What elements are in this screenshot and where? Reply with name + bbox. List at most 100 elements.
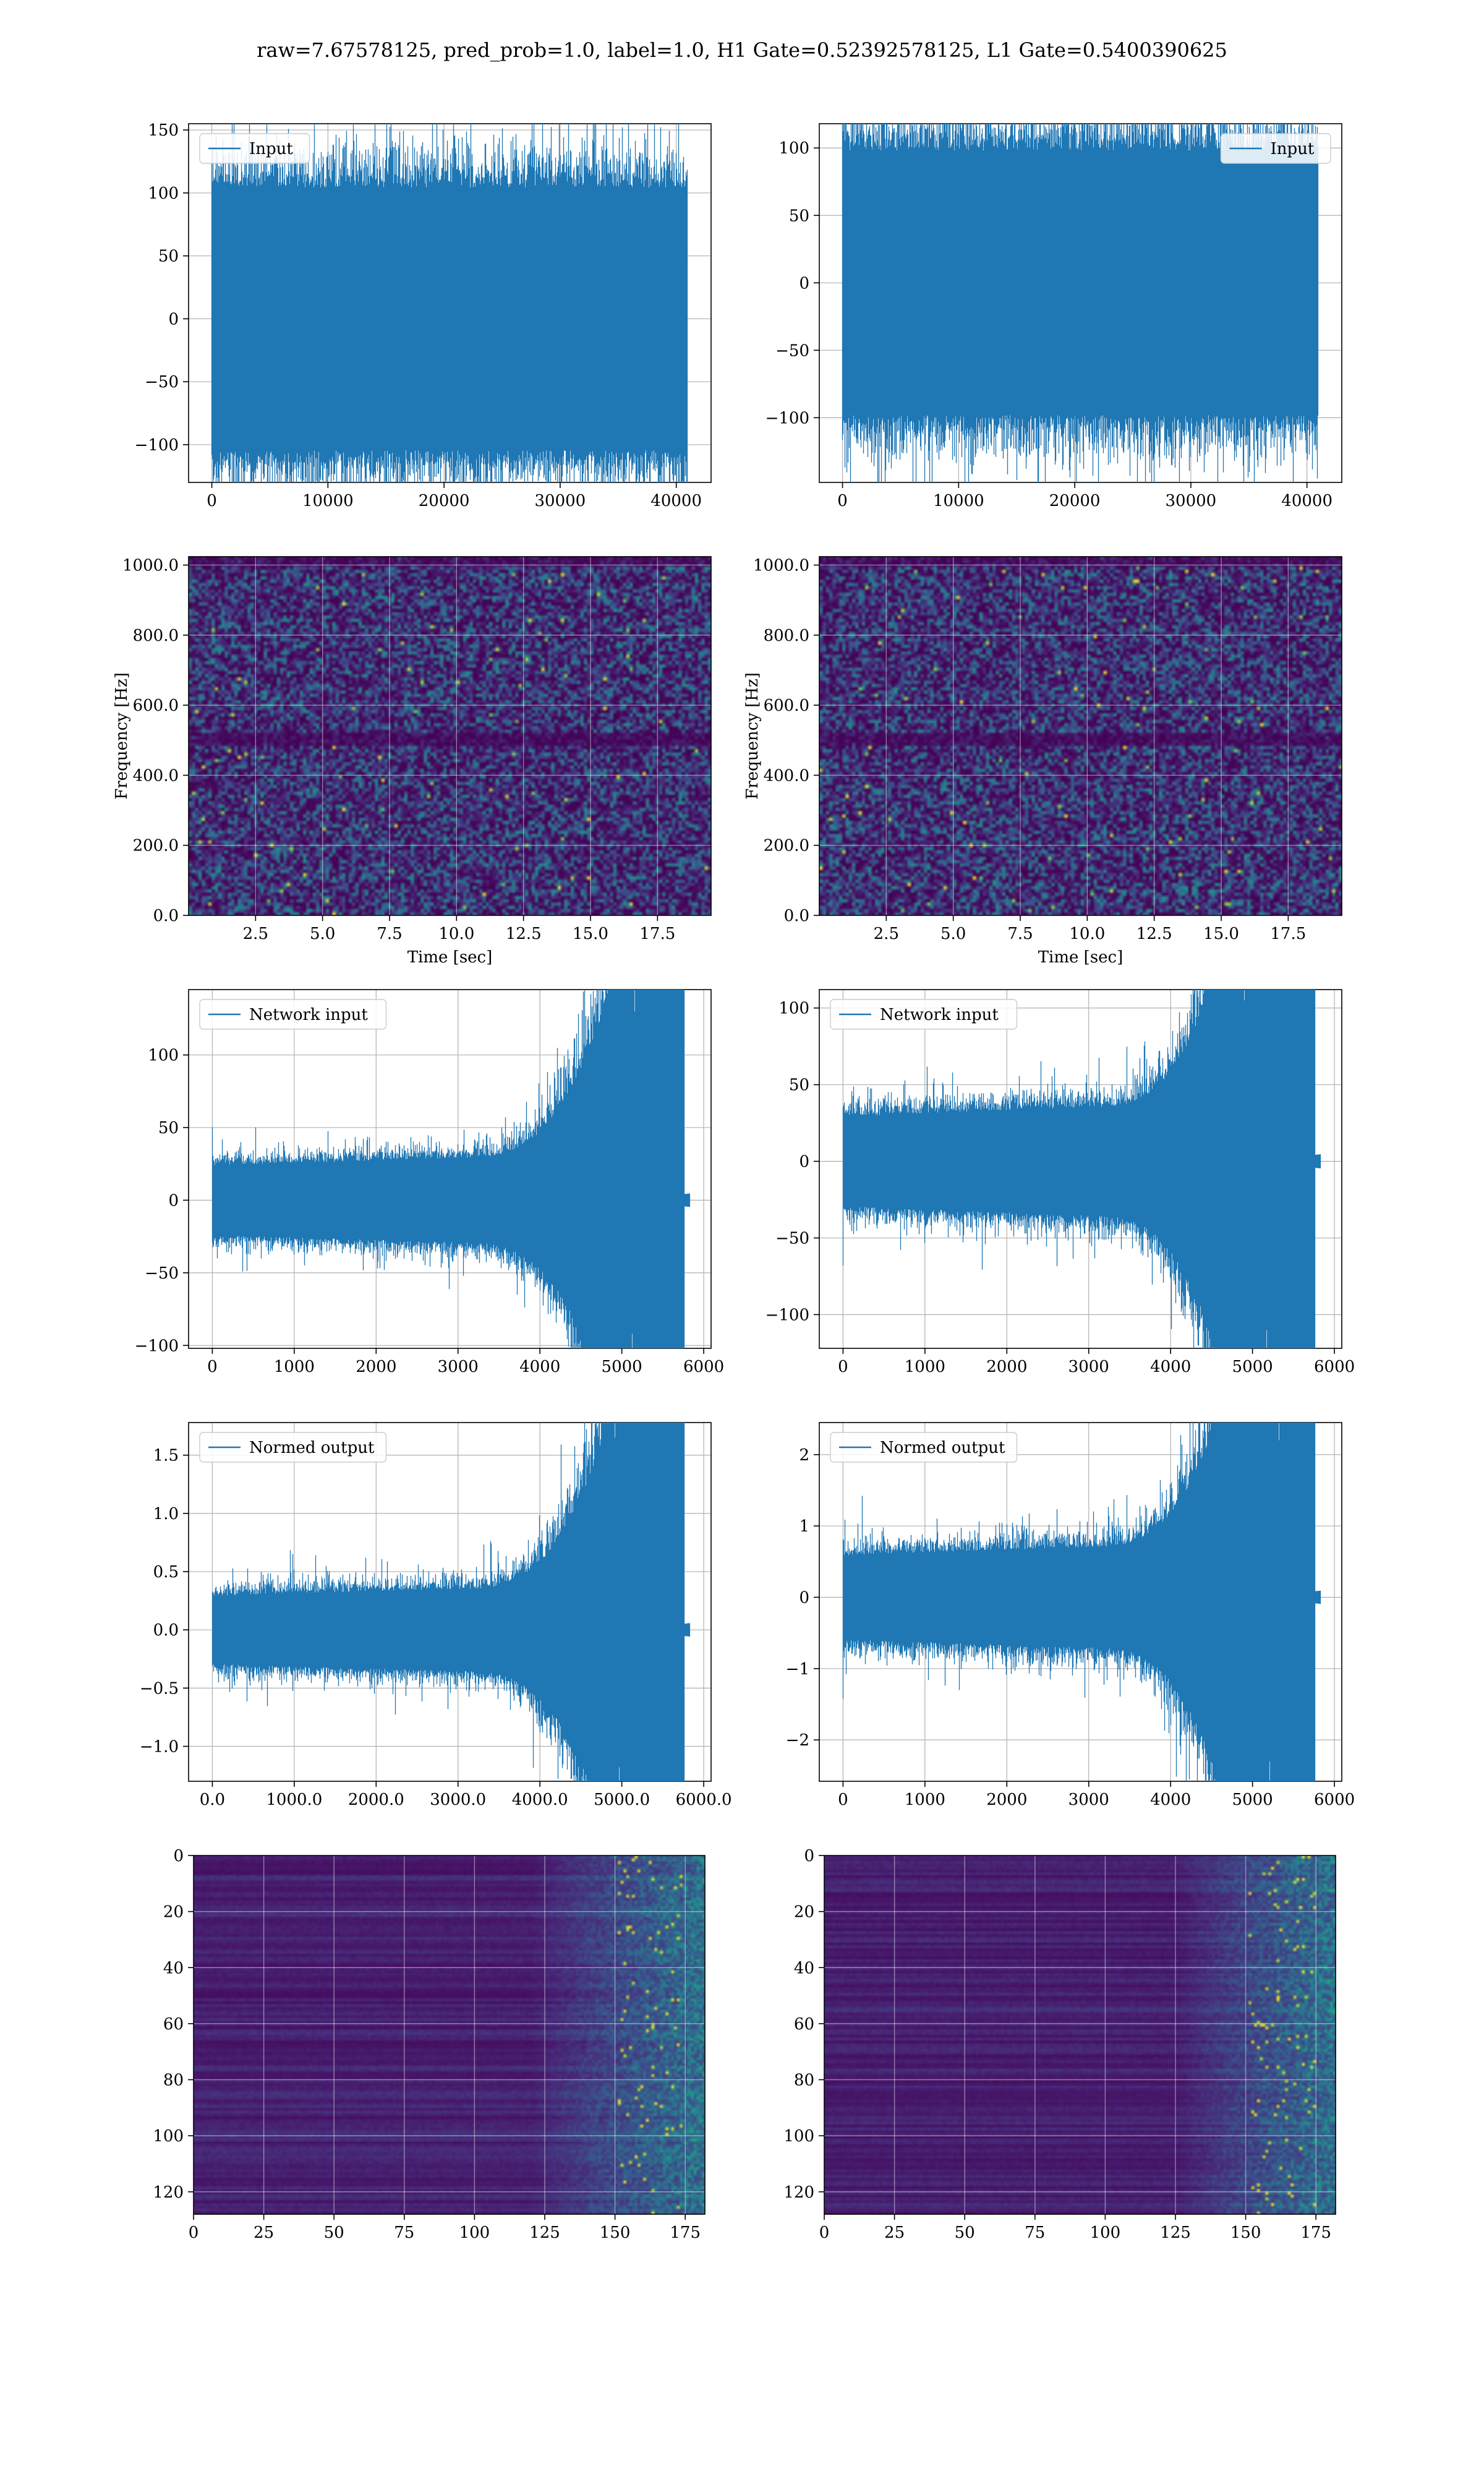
y-tick-label: −100 <box>765 1306 809 1324</box>
axes-frame <box>819 556 1342 916</box>
y-tick-label: −50 <box>775 341 809 360</box>
zero-pad-tail <box>683 1193 691 1207</box>
axes-frame <box>819 123 1342 483</box>
x-tick-label: 20000 <box>419 492 470 510</box>
axes-frame <box>819 1422 1342 1782</box>
y-tick-label: 20 <box>163 1903 184 1922</box>
y-tick-label: 120 <box>783 2183 814 2202</box>
x-tick-label: 50 <box>955 2224 975 2242</box>
x-tick-label: 175 <box>670 2224 701 2242</box>
y-tick-label: 0.5 <box>153 1563 179 1582</box>
l1-normed-output-plot: 0 1000 2000 3000 4000 5000 6000 −2 −1 0 1 2 Normed o… <box>786 1422 1355 1809</box>
y-tick-label: −50 <box>145 373 179 392</box>
x-tick-label: 4000 <box>1150 1791 1191 1809</box>
y-tick-label: 800.0 <box>764 627 809 645</box>
grid-lines <box>824 1855 1336 2214</box>
axes-frame <box>819 989 1342 1349</box>
x-tick-label: 12.5 <box>506 925 542 943</box>
l1-network-input-plot: 0 1000 2000 3000 4000 5000 6000 −100 −50 0 50 100 Ne… <box>765 989 1355 1376</box>
y-tick-label: 1000.0 <box>753 557 809 575</box>
x-tick-label: 12.5 <box>1136 925 1172 943</box>
x-tick-label: 0 <box>838 1791 848 1809</box>
x-tick-label: 15.0 <box>1203 925 1239 943</box>
x-tick-label: 175 <box>1300 2224 1331 2242</box>
x-tick-label: 4000 <box>519 1358 560 1376</box>
legend-box <box>1220 133 1331 164</box>
x-tick-label: 4000 <box>1150 1358 1191 1376</box>
y-tick-label: −1.0 <box>140 1738 179 1757</box>
x-tick-label: 0 <box>207 492 217 510</box>
x-tick-label: 6000 <box>1314 1791 1355 1809</box>
axes-frame <box>824 1855 1336 2215</box>
x-axis-label: Time [sec] <box>1038 948 1124 967</box>
x-tick-label: 7.5 <box>1007 925 1033 943</box>
x-tick-label: 40000 <box>650 492 702 510</box>
y-tick-label: −2 <box>786 1731 809 1750</box>
x-tick-label: 20000 <box>1049 492 1101 510</box>
h1-spectrogram-plot: 2.5 5.0 7.5 10.0 12.5 15.0 17.5 0.0 200.0 400.0 60… <box>113 556 712 967</box>
x-tick-label: 4000.0 <box>512 1791 568 1809</box>
y-tick-label: 0 <box>799 274 809 293</box>
x-tick-label: 10.0 <box>438 925 474 943</box>
feature-map-image <box>194 1856 705 2214</box>
y-tick-label: 1.5 <box>153 1447 179 1465</box>
h1-network-input-plot: 0 1000 2000 3000 4000 5000 6000 −100 −50 0 50 100 Ne… <box>135 989 724 1376</box>
x-tick-label: 0 <box>189 2224 199 2242</box>
y-tick-label: −50 <box>775 1230 809 1248</box>
x-tick-label: 2000 <box>986 1358 1027 1376</box>
x-tick-label: 3000 <box>438 1358 479 1376</box>
y-tick-label: 100 <box>153 2127 184 2146</box>
signal-series <box>211 124 688 482</box>
y-tick-label: 0 <box>804 1847 814 1865</box>
y-tick-label: 40 <box>163 1959 184 1977</box>
y-tick-label: 100 <box>148 1047 179 1065</box>
x-tick-label: 25 <box>884 2224 905 2242</box>
y-tick-label: 1 <box>799 1517 809 1536</box>
axes-frame <box>188 556 712 916</box>
x-tick-label: 10.0 <box>1069 925 1105 943</box>
x-tick-label: 7.5 <box>377 925 402 943</box>
y-tick-label: −1 <box>786 1660 809 1679</box>
y-tick-label: −100 <box>135 1337 179 1355</box>
x-tick-label: 0 <box>837 492 848 510</box>
y-tick-label: 80 <box>794 2071 814 2090</box>
feature-map-image <box>824 1856 1336 2214</box>
axes-frame <box>188 1422 712 1782</box>
y-tick-label: 200.0 <box>764 837 809 855</box>
x-tick-label: 5000.0 <box>594 1791 650 1809</box>
legend-box <box>830 999 1018 1030</box>
x-tick-label: 2000 <box>356 1358 396 1376</box>
x-tick-label: 5000 <box>602 1358 642 1376</box>
y-tick-label: 800.0 <box>133 627 179 645</box>
x-tick-label: 5000 <box>1232 1791 1273 1809</box>
legend-label: Normed output <box>249 1439 375 1457</box>
x-tick-label: 25 <box>254 2224 274 2242</box>
y-tick-label: 0.0 <box>153 907 179 925</box>
y-tick-label: 200.0 <box>133 837 179 855</box>
legend-box <box>199 1432 387 1463</box>
x-tick-label: 150 <box>600 2224 631 2242</box>
x-axis-label: Time [sec] <box>407 948 493 967</box>
y-tick-label: 150 <box>148 121 179 140</box>
x-tick-label: 0 <box>819 2224 830 2242</box>
signal-series <box>842 1423 1316 1781</box>
legend-box <box>199 133 310 164</box>
y-tick-label: 50 <box>158 1119 179 1137</box>
x-tick-label: 10000 <box>933 492 984 510</box>
y-tick-label: 400.0 <box>764 766 809 785</box>
y-tick-label: 0 <box>168 310 179 328</box>
y-tick-label: 100 <box>783 2127 814 2146</box>
x-tick-label: 40000 <box>1281 492 1333 510</box>
x-tick-label: 15.0 <box>573 925 608 943</box>
spectrogram-image <box>189 557 711 915</box>
y-tick-label: 0.0 <box>784 907 809 925</box>
y-tick-label: 0.0 <box>153 1621 179 1640</box>
x-tick-label: 125 <box>529 2224 560 2242</box>
zero-pad-tail <box>683 1623 691 1637</box>
y-tick-label: 50 <box>789 1076 809 1095</box>
axes-frame <box>193 1855 706 2215</box>
legend-label: Network input <box>880 1006 999 1024</box>
x-tick-label: 1000 <box>274 1358 315 1376</box>
x-tick-label: 1000.0 <box>266 1791 322 1809</box>
x-tick-label: 0.0 <box>200 1791 225 1809</box>
